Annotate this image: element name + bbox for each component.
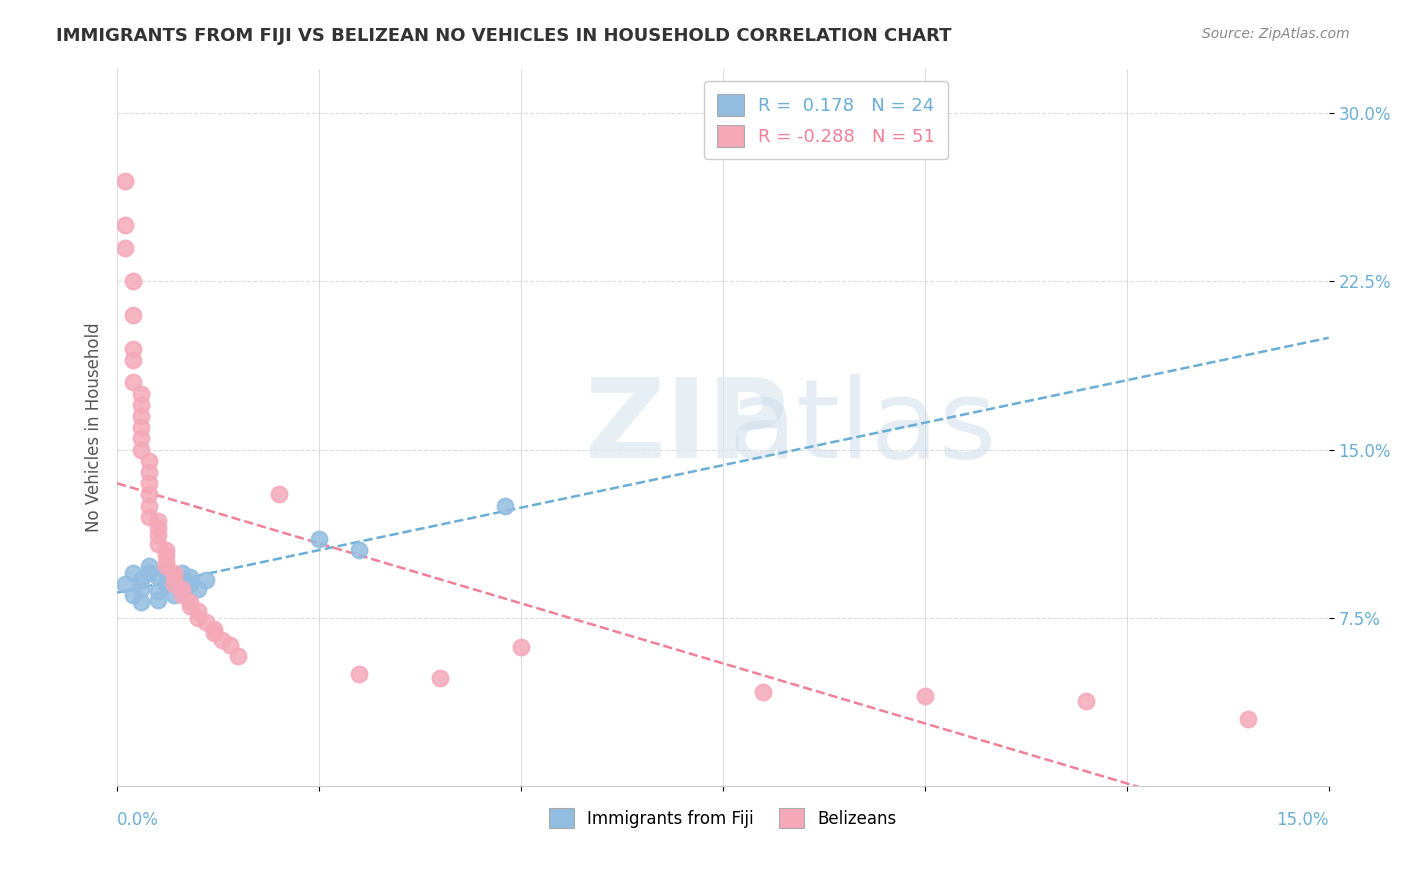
Point bbox=[146, 583, 169, 598]
Point bbox=[1076, 693, 1098, 707]
Point bbox=[131, 398, 153, 412]
Point bbox=[131, 409, 153, 423]
Point bbox=[163, 570, 186, 584]
Point bbox=[155, 577, 177, 591]
Point bbox=[202, 622, 225, 636]
Point bbox=[179, 577, 201, 591]
Point bbox=[114, 219, 136, 233]
Point bbox=[163, 566, 186, 580]
Point bbox=[155, 548, 177, 562]
Point bbox=[138, 509, 160, 524]
Point bbox=[122, 376, 145, 390]
Point bbox=[146, 514, 169, 528]
Point bbox=[202, 626, 225, 640]
Point bbox=[163, 574, 186, 589]
Point bbox=[131, 582, 153, 596]
Point bbox=[146, 537, 169, 551]
Point bbox=[179, 599, 201, 614]
Point bbox=[138, 559, 160, 574]
Point bbox=[510, 640, 533, 654]
Point bbox=[211, 633, 233, 648]
Text: atlas: atlas bbox=[728, 374, 997, 481]
Point bbox=[138, 454, 160, 468]
Point bbox=[131, 442, 153, 457]
Point bbox=[131, 386, 153, 401]
Text: ZIP: ZIP bbox=[585, 374, 789, 481]
Point bbox=[1237, 712, 1260, 726]
Point bbox=[155, 543, 177, 558]
Point bbox=[170, 588, 193, 602]
Point bbox=[187, 582, 209, 596]
Point bbox=[170, 582, 193, 596]
Point bbox=[146, 592, 169, 607]
Point bbox=[163, 588, 186, 602]
Point bbox=[138, 566, 160, 580]
Point bbox=[138, 487, 160, 501]
Point bbox=[187, 604, 209, 618]
Y-axis label: No Vehicles in Household: No Vehicles in Household bbox=[86, 322, 103, 532]
Point bbox=[429, 671, 451, 685]
Point bbox=[138, 476, 160, 491]
Point bbox=[122, 588, 145, 602]
Point bbox=[494, 499, 516, 513]
Point bbox=[170, 566, 193, 580]
Point bbox=[195, 615, 218, 629]
Point bbox=[349, 543, 371, 558]
Point bbox=[122, 352, 145, 367]
Point bbox=[131, 431, 153, 445]
Point bbox=[228, 648, 250, 663]
Text: 0.0%: 0.0% bbox=[117, 811, 159, 829]
Point bbox=[155, 564, 177, 578]
Text: Source: ZipAtlas.com: Source: ZipAtlas.com bbox=[1202, 27, 1350, 41]
Text: 15.0%: 15.0% bbox=[1277, 811, 1329, 829]
Point bbox=[914, 689, 936, 703]
Point bbox=[131, 595, 153, 609]
Point bbox=[122, 566, 145, 580]
Point bbox=[114, 577, 136, 591]
Point bbox=[122, 342, 145, 356]
Point bbox=[179, 570, 201, 584]
Point bbox=[752, 684, 775, 698]
Point bbox=[138, 499, 160, 513]
Text: IMMIGRANTS FROM FIJI VS BELIZEAN NO VEHICLES IN HOUSEHOLD CORRELATION CHART: IMMIGRANTS FROM FIJI VS BELIZEAN NO VEHI… bbox=[56, 27, 952, 45]
Point bbox=[122, 275, 145, 289]
Point bbox=[163, 577, 186, 591]
Legend: Immigrants from Fiji, Belizeans: Immigrants from Fiji, Belizeans bbox=[543, 801, 904, 835]
Point bbox=[146, 521, 169, 535]
Point bbox=[131, 573, 153, 587]
Point bbox=[170, 582, 193, 596]
Point bbox=[146, 570, 169, 584]
Point bbox=[349, 666, 371, 681]
Point bbox=[267, 487, 290, 501]
Point bbox=[187, 610, 209, 624]
Point bbox=[155, 559, 177, 574]
Point bbox=[114, 173, 136, 187]
Point bbox=[219, 638, 242, 652]
Point bbox=[179, 595, 201, 609]
Point bbox=[138, 465, 160, 479]
Point bbox=[155, 555, 177, 569]
Point bbox=[146, 527, 169, 541]
Point bbox=[122, 308, 145, 322]
Point bbox=[308, 533, 330, 547]
Point bbox=[195, 573, 218, 587]
Point bbox=[131, 420, 153, 434]
Point bbox=[114, 241, 136, 255]
